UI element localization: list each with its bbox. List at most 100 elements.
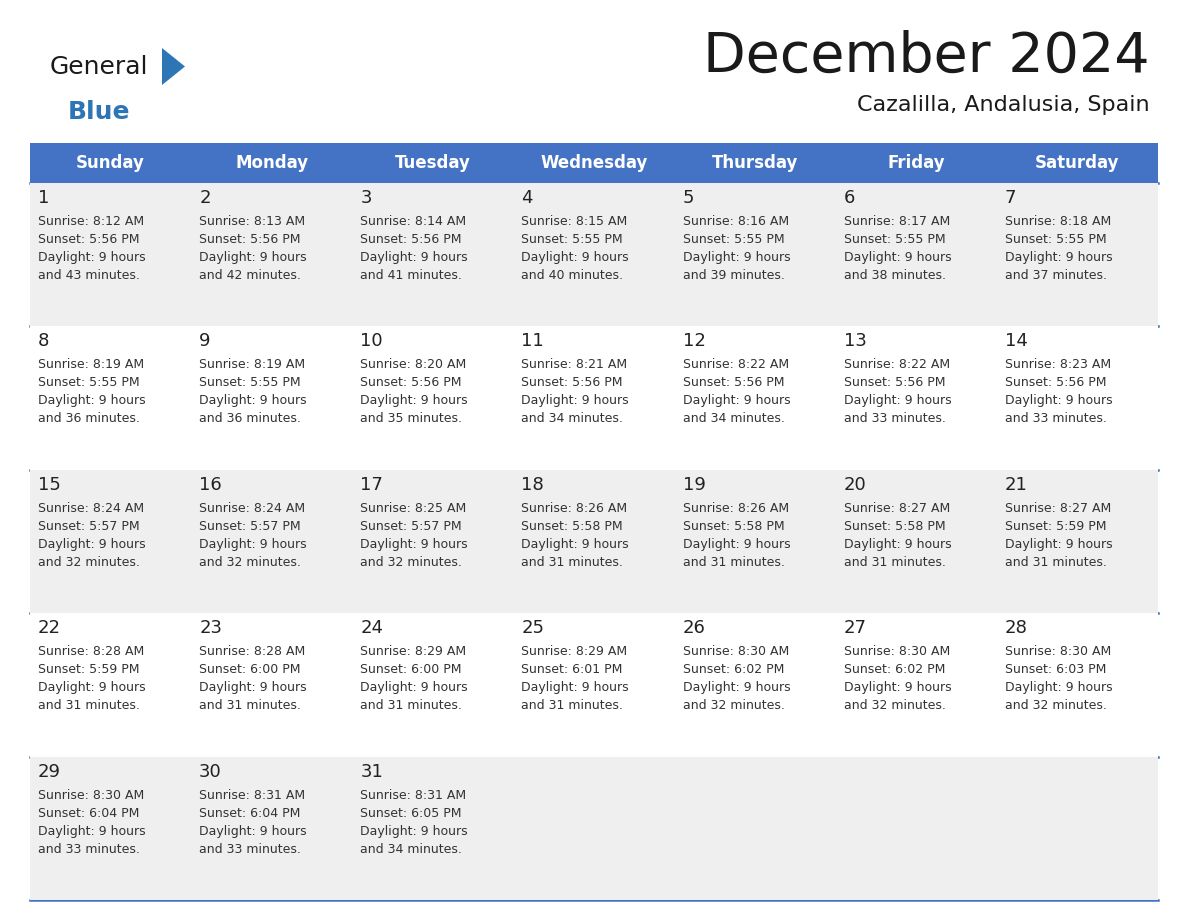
- Text: 8: 8: [38, 332, 50, 351]
- Text: and 35 minutes.: and 35 minutes.: [360, 412, 462, 425]
- Text: Daylight: 9 hours: Daylight: 9 hours: [38, 395, 146, 408]
- Text: General: General: [50, 55, 148, 79]
- Text: Sunrise: 8:14 AM: Sunrise: 8:14 AM: [360, 215, 467, 228]
- Text: and 33 minutes.: and 33 minutes.: [38, 843, 140, 856]
- Text: and 43 minutes.: and 43 minutes.: [38, 269, 140, 282]
- Text: and 32 minutes.: and 32 minutes.: [200, 555, 301, 569]
- Text: Sunrise: 8:20 AM: Sunrise: 8:20 AM: [360, 358, 467, 372]
- Text: Sunrise: 8:18 AM: Sunrise: 8:18 AM: [1005, 215, 1111, 228]
- Text: Sunrise: 8:22 AM: Sunrise: 8:22 AM: [843, 358, 950, 372]
- Text: Sunset: 6:02 PM: Sunset: 6:02 PM: [683, 663, 784, 677]
- Text: Sunset: 5:55 PM: Sunset: 5:55 PM: [1005, 233, 1106, 246]
- Text: Sunset: 5:56 PM: Sunset: 5:56 PM: [38, 233, 139, 246]
- Text: Sunset: 5:56 PM: Sunset: 5:56 PM: [360, 233, 462, 246]
- Text: Sunrise: 8:29 AM: Sunrise: 8:29 AM: [522, 645, 627, 658]
- Text: and 36 minutes.: and 36 minutes.: [38, 412, 140, 425]
- Text: Daylight: 9 hours: Daylight: 9 hours: [522, 681, 630, 694]
- Text: and 32 minutes.: and 32 minutes.: [360, 555, 462, 569]
- Text: and 33 minutes.: and 33 minutes.: [1005, 412, 1107, 425]
- Text: Sunrise: 8:22 AM: Sunrise: 8:22 AM: [683, 358, 789, 372]
- Text: and 33 minutes.: and 33 minutes.: [843, 412, 946, 425]
- Text: and 32 minutes.: and 32 minutes.: [843, 700, 946, 712]
- Text: Blue: Blue: [68, 100, 131, 124]
- Text: Daylight: 9 hours: Daylight: 9 hours: [683, 538, 790, 551]
- Text: 30: 30: [200, 763, 222, 780]
- Text: Daylight: 9 hours: Daylight: 9 hours: [843, 681, 952, 694]
- Text: 23: 23: [200, 620, 222, 637]
- Text: Sunset: 5:58 PM: Sunset: 5:58 PM: [522, 520, 623, 532]
- Text: Sunset: 5:56 PM: Sunset: 5:56 PM: [683, 376, 784, 389]
- Text: Daylight: 9 hours: Daylight: 9 hours: [1005, 395, 1112, 408]
- Text: 4: 4: [522, 189, 533, 207]
- Text: 21: 21: [1005, 476, 1028, 494]
- Text: Daylight: 9 hours: Daylight: 9 hours: [360, 395, 468, 408]
- Text: Daylight: 9 hours: Daylight: 9 hours: [360, 681, 468, 694]
- Text: Sunset: 6:04 PM: Sunset: 6:04 PM: [200, 807, 301, 820]
- Text: Daylight: 9 hours: Daylight: 9 hours: [200, 395, 307, 408]
- Text: 9: 9: [200, 332, 210, 351]
- Text: Cazalilla, Andalusia, Spain: Cazalilla, Andalusia, Spain: [858, 95, 1150, 115]
- Text: 28: 28: [1005, 620, 1028, 637]
- Text: and 31 minutes.: and 31 minutes.: [38, 700, 140, 712]
- Text: Sunrise: 8:25 AM: Sunrise: 8:25 AM: [360, 502, 467, 515]
- Text: Sunset: 5:58 PM: Sunset: 5:58 PM: [843, 520, 946, 532]
- Text: Sunset: 6:01 PM: Sunset: 6:01 PM: [522, 663, 623, 677]
- Text: Sunrise: 8:16 AM: Sunrise: 8:16 AM: [683, 215, 789, 228]
- Text: 6: 6: [843, 189, 855, 207]
- Text: Sunrise: 8:13 AM: Sunrise: 8:13 AM: [200, 215, 305, 228]
- Text: and 41 minutes.: and 41 minutes.: [360, 269, 462, 282]
- Text: 18: 18: [522, 476, 544, 494]
- Text: and 31 minutes.: and 31 minutes.: [522, 700, 624, 712]
- Text: and 34 minutes.: and 34 minutes.: [683, 412, 784, 425]
- Text: Sunrise: 8:27 AM: Sunrise: 8:27 AM: [1005, 502, 1111, 515]
- Text: December 2024: December 2024: [703, 30, 1150, 84]
- Text: 10: 10: [360, 332, 383, 351]
- Text: Thursday: Thursday: [712, 154, 798, 172]
- Text: and 42 minutes.: and 42 minutes.: [200, 269, 301, 282]
- Text: Daylight: 9 hours: Daylight: 9 hours: [360, 538, 468, 551]
- Text: Sunset: 5:58 PM: Sunset: 5:58 PM: [683, 520, 784, 532]
- Text: Daylight: 9 hours: Daylight: 9 hours: [1005, 251, 1112, 264]
- Text: 5: 5: [683, 189, 694, 207]
- Text: Sunset: 6:00 PM: Sunset: 6:00 PM: [200, 663, 301, 677]
- Text: Daylight: 9 hours: Daylight: 9 hours: [522, 538, 630, 551]
- Text: Sunrise: 8:17 AM: Sunrise: 8:17 AM: [843, 215, 950, 228]
- Text: 11: 11: [522, 332, 544, 351]
- Text: Daylight: 9 hours: Daylight: 9 hours: [360, 824, 468, 837]
- Text: and 31 minutes.: and 31 minutes.: [683, 555, 784, 569]
- Text: 17: 17: [360, 476, 384, 494]
- Text: Monday: Monday: [235, 154, 308, 172]
- Text: Sunset: 5:56 PM: Sunset: 5:56 PM: [1005, 376, 1106, 389]
- Text: 20: 20: [843, 476, 866, 494]
- Text: Sunrise: 8:19 AM: Sunrise: 8:19 AM: [200, 358, 305, 372]
- Text: Sunrise: 8:26 AM: Sunrise: 8:26 AM: [683, 502, 789, 515]
- Text: Friday: Friday: [887, 154, 946, 172]
- Text: Sunrise: 8:30 AM: Sunrise: 8:30 AM: [1005, 645, 1111, 658]
- Text: Daylight: 9 hours: Daylight: 9 hours: [683, 681, 790, 694]
- Text: and 31 minutes.: and 31 minutes.: [522, 555, 624, 569]
- Text: Sunset: 5:55 PM: Sunset: 5:55 PM: [843, 233, 946, 246]
- Text: Sunset: 5:57 PM: Sunset: 5:57 PM: [360, 520, 462, 532]
- Text: Sunset: 5:55 PM: Sunset: 5:55 PM: [522, 233, 623, 246]
- Text: Sunrise: 8:24 AM: Sunrise: 8:24 AM: [38, 502, 144, 515]
- Text: Sunrise: 8:29 AM: Sunrise: 8:29 AM: [360, 645, 467, 658]
- Text: 13: 13: [843, 332, 866, 351]
- Text: Sunrise: 8:12 AM: Sunrise: 8:12 AM: [38, 215, 144, 228]
- Text: Sunrise: 8:21 AM: Sunrise: 8:21 AM: [522, 358, 627, 372]
- Text: and 39 minutes.: and 39 minutes.: [683, 269, 784, 282]
- Text: Wednesday: Wednesday: [541, 154, 647, 172]
- Text: 26: 26: [683, 620, 706, 637]
- Text: Daylight: 9 hours: Daylight: 9 hours: [522, 251, 630, 264]
- Text: Sunset: 6:00 PM: Sunset: 6:00 PM: [360, 663, 462, 677]
- Text: 31: 31: [360, 763, 384, 780]
- Text: Sunset: 5:56 PM: Sunset: 5:56 PM: [360, 376, 462, 389]
- Text: and 37 minutes.: and 37 minutes.: [1005, 269, 1107, 282]
- Text: Sunset: 5:59 PM: Sunset: 5:59 PM: [1005, 520, 1106, 532]
- Text: 25: 25: [522, 620, 544, 637]
- Text: Saturday: Saturday: [1035, 154, 1119, 172]
- Text: 16: 16: [200, 476, 222, 494]
- Text: Sunrise: 8:30 AM: Sunrise: 8:30 AM: [683, 645, 789, 658]
- Text: Daylight: 9 hours: Daylight: 9 hours: [38, 538, 146, 551]
- Text: and 32 minutes.: and 32 minutes.: [1005, 700, 1107, 712]
- Text: Daylight: 9 hours: Daylight: 9 hours: [843, 395, 952, 408]
